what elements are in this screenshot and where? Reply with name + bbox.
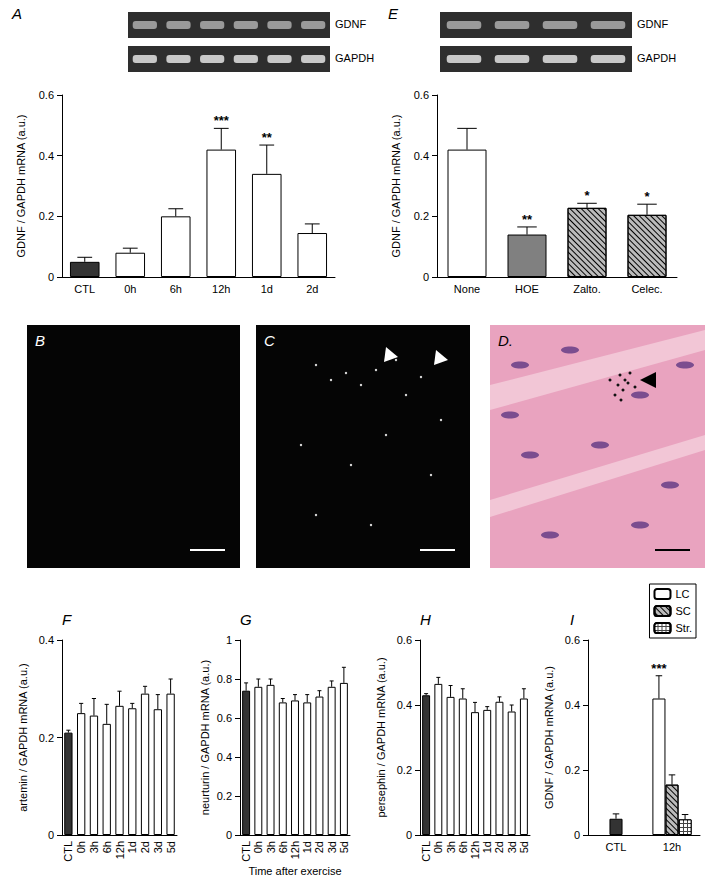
svg-text:2d: 2d bbox=[306, 283, 318, 295]
svg-text:GDNF: GDNF bbox=[637, 18, 668, 30]
svg-text:6h: 6h bbox=[457, 841, 469, 853]
svg-text:0.4: 0.4 bbox=[397, 699, 412, 711]
svg-text:H: H bbox=[420, 611, 431, 628]
svg-text:CTL: CTL bbox=[240, 841, 252, 862]
svg-text:I: I bbox=[570, 611, 574, 628]
svg-text:1d: 1d bbox=[301, 841, 313, 853]
svg-text:3h: 3h bbox=[88, 841, 100, 853]
svg-text:0.8: 0.8 bbox=[217, 673, 232, 685]
svg-text:0.6: 0.6 bbox=[414, 89, 429, 101]
svg-text:Celec.: Celec. bbox=[631, 283, 662, 295]
svg-text:***: *** bbox=[214, 113, 230, 128]
svg-text:1d: 1d bbox=[481, 841, 493, 853]
svg-text:0.6: 0.6 bbox=[39, 89, 54, 101]
svg-text:GDNF: GDNF bbox=[335, 18, 366, 30]
svg-text:0: 0 bbox=[48, 271, 54, 283]
svg-text:0h: 0h bbox=[75, 841, 87, 853]
svg-text:D.: D. bbox=[498, 332, 513, 349]
svg-text:2d: 2d bbox=[313, 841, 325, 853]
svg-text:0.4: 0.4 bbox=[217, 751, 232, 763]
svg-text:0.4: 0.4 bbox=[39, 150, 54, 162]
svg-text:A: A bbox=[11, 5, 22, 22]
svg-text:SC: SC bbox=[675, 605, 690, 617]
svg-text:GAPDH: GAPDH bbox=[637, 52, 676, 64]
svg-text:0.4: 0.4 bbox=[565, 699, 580, 711]
svg-text:1d: 1d bbox=[126, 841, 138, 853]
svg-text:1: 1 bbox=[226, 634, 232, 646]
svg-text:12h: 12h bbox=[469, 841, 481, 859]
svg-text:3d: 3d bbox=[506, 841, 518, 853]
svg-text:HOE: HOE bbox=[515, 283, 539, 295]
svg-text:0h: 0h bbox=[252, 841, 264, 853]
svg-text:***: *** bbox=[651, 661, 667, 676]
svg-text:artemin / GAPDH mRNA (a.u.): artemin / GAPDH mRNA (a.u.) bbox=[17, 663, 29, 812]
svg-text:0.2: 0.2 bbox=[414, 210, 429, 222]
svg-text:0.6: 0.6 bbox=[397, 634, 412, 646]
svg-text:C: C bbox=[264, 332, 275, 349]
svg-text:6h: 6h bbox=[101, 841, 113, 853]
svg-text:GDNF / GAPDH mRNA (a.u.): GDNF / GAPDH mRNA (a.u.) bbox=[543, 666, 555, 809]
svg-text:Time after exercise: Time after exercise bbox=[248, 865, 341, 877]
svg-text:0: 0 bbox=[48, 829, 54, 841]
svg-text:GDNF / GAPDH mRNA (a.u.): GDNF / GAPDH mRNA (a.u.) bbox=[390, 114, 402, 257]
svg-text:2d: 2d bbox=[139, 841, 151, 853]
svg-text:0.4: 0.4 bbox=[39, 634, 54, 646]
svg-text:**: ** bbox=[262, 130, 273, 145]
svg-text:3h: 3h bbox=[445, 841, 457, 853]
svg-text:F: F bbox=[62, 611, 72, 628]
svg-text:CTL: CTL bbox=[62, 841, 74, 862]
svg-text:0.6: 0.6 bbox=[217, 712, 232, 724]
svg-text:0.2: 0.2 bbox=[39, 210, 54, 222]
svg-text:0: 0 bbox=[226, 829, 232, 841]
svg-text:Zalto.: Zalto. bbox=[573, 283, 601, 295]
svg-text:12h: 12h bbox=[114, 841, 126, 859]
svg-text:persephin / GAPDH mRNA (a.u.): persephin / GAPDH mRNA (a.u.) bbox=[375, 657, 387, 817]
svg-text:CTL: CTL bbox=[420, 841, 432, 862]
svg-text:Str.: Str. bbox=[675, 622, 692, 634]
svg-text:GAPDH: GAPDH bbox=[335, 52, 374, 64]
svg-text:5d: 5d bbox=[338, 841, 350, 853]
svg-text:*: * bbox=[644, 189, 650, 204]
svg-text:6h: 6h bbox=[170, 283, 182, 295]
svg-text:0.2: 0.2 bbox=[565, 764, 580, 776]
svg-text:3d: 3d bbox=[152, 841, 164, 853]
svg-text:CTL: CTL bbox=[606, 841, 627, 853]
svg-text:0.2: 0.2 bbox=[217, 790, 232, 802]
svg-text:0h: 0h bbox=[124, 283, 136, 295]
svg-text:1d: 1d bbox=[261, 283, 273, 295]
svg-text:5d: 5d bbox=[518, 841, 530, 853]
svg-text:6h: 6h bbox=[277, 841, 289, 853]
svg-text:0.2: 0.2 bbox=[39, 732, 54, 744]
svg-text:neurturin / GAPDH mRNA (a.u.): neurturin / GAPDH mRNA (a.u.) bbox=[199, 660, 211, 815]
svg-text:G: G bbox=[240, 611, 252, 628]
svg-text:**: ** bbox=[522, 212, 533, 227]
svg-text:0h: 0h bbox=[432, 841, 444, 853]
svg-text:CTL: CTL bbox=[74, 283, 95, 295]
svg-text:2d: 2d bbox=[493, 841, 505, 853]
svg-text:0: 0 bbox=[423, 271, 429, 283]
svg-text:0.6: 0.6 bbox=[565, 634, 580, 646]
svg-text:3h: 3h bbox=[265, 841, 277, 853]
svg-text:0: 0 bbox=[406, 829, 412, 841]
svg-text:5d: 5d bbox=[165, 841, 177, 853]
svg-text:12h: 12h bbox=[212, 283, 230, 295]
svg-text:0.2: 0.2 bbox=[397, 764, 412, 776]
svg-text:12h: 12h bbox=[663, 841, 681, 853]
svg-text:0.4: 0.4 bbox=[414, 150, 429, 162]
svg-text:*: * bbox=[584, 188, 590, 203]
svg-text:E: E bbox=[388, 5, 399, 22]
svg-text:B: B bbox=[35, 332, 45, 349]
svg-text:0: 0 bbox=[574, 829, 580, 841]
svg-text:12h: 12h bbox=[289, 841, 301, 859]
svg-text:None: None bbox=[454, 283, 480, 295]
svg-text:GDNF / GAPDH mRNA (a.u.): GDNF / GAPDH mRNA (a.u.) bbox=[15, 114, 27, 257]
svg-text:LC: LC bbox=[675, 588, 689, 600]
svg-text:3d: 3d bbox=[326, 841, 338, 853]
